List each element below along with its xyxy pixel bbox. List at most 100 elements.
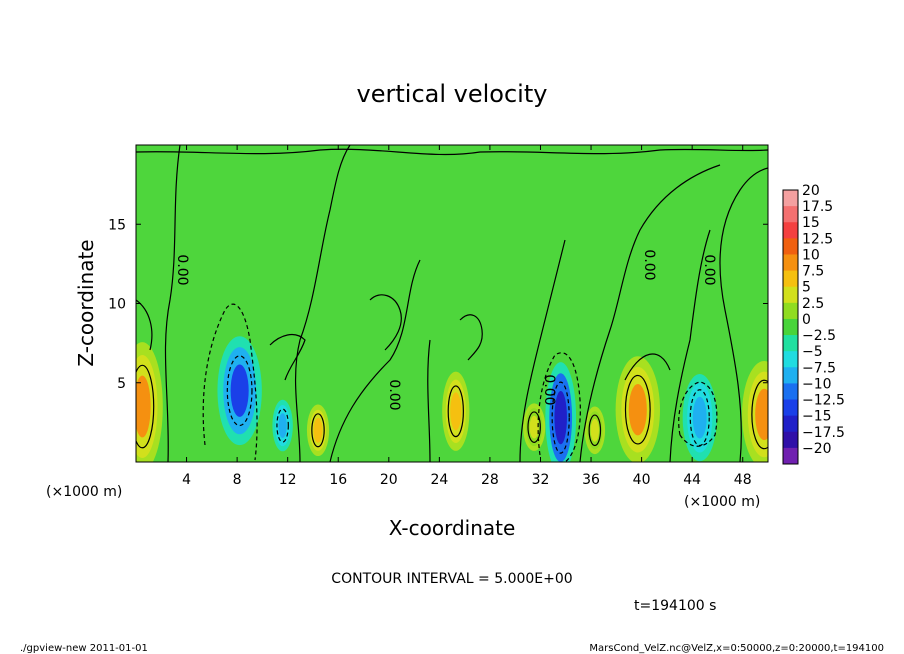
contour-line [136,148,768,156]
field-features [136,336,768,462]
field-core [755,388,768,441]
colorbar-swatch [783,318,798,336]
x-axis-label: X-coordinate [389,516,516,540]
contour-ring [588,414,602,447]
contour-interval-text: CONTOUR INTERVAL = 5.000E+00 [331,571,572,587]
time-text: t=194100 s [634,598,716,614]
contour-label: 0.00 [641,249,657,280]
x-tick-label: 40 [633,472,651,488]
contour-line [369,294,402,351]
chart-title: vertical velocity [357,80,548,108]
footer-left: ./gpview-new 2011-01-01 [20,643,148,654]
contour-line [294,145,351,462]
contour-ring [226,355,253,427]
contour-label: 0.00 [701,254,717,285]
x-tick-label: 12 [279,472,297,488]
colorbar-swatch [783,286,798,304]
contour-line [202,303,258,461]
contour-line [269,333,306,381]
colorbar-swatch [783,351,798,368]
colorbar-swatch [783,335,798,352]
colorbar-label: 15 [802,215,820,231]
contour-line [669,229,711,462]
contour-label: 0.00 [386,379,402,410]
colorbar-swatch [783,206,798,223]
colorbar-label: −2.5 [802,328,836,344]
field-core [692,396,707,439]
colorbar-swatch [783,222,798,239]
field-core [230,364,249,417]
colorbar: 2017.51512.5107.552.50−2.5−5−7.5−10−12.5… [782,183,845,465]
y-tick-label: 10 [108,297,126,313]
footer-right: MarsCond_VelZ.nc@VelZ,x=0:50000,z=0:2000… [589,643,884,654]
colorbar-label: 2.5 [802,296,824,312]
colorbar-swatch [783,238,798,255]
colorbar-swatch [783,302,798,320]
y-tick-label: 5 [117,376,126,392]
colorbar-label: −15 [802,409,832,425]
contour-ring [751,379,768,450]
x-tick-label: 28 [481,472,499,488]
field-core [278,413,287,438]
colorbar-swatch [783,431,798,449]
contour-labels: 0.00 0.00 0.00 0.00 0.00 [174,249,717,410]
field-core [529,415,539,439]
x-axis: 4 8 12 16 20 24 28 32 36 40 44 48 [182,145,752,488]
contour-label: 0.00 [541,374,557,405]
colorbar-swatch [783,447,798,465]
contour-ring [311,413,325,448]
field-core [313,417,323,443]
colorbar-label: 7.5 [802,264,824,280]
colorbar-label: −5 [802,344,823,360]
colorbar-label: 0 [802,312,811,328]
contour-line [537,352,581,462]
contour-lines [136,145,768,462]
y-axis-label: Z-coordinate [74,239,98,366]
x-unit-label: (×1000 m) [46,484,122,500]
contour-line [719,167,768,462]
x-tick-label: 16 [329,472,347,488]
colorbar-label: −20 [802,441,832,457]
contour-ring [276,408,289,443]
contour-ring [624,374,651,445]
x-tick-label: 48 [734,472,752,488]
contour-ring [551,381,570,454]
contour-line [329,259,421,462]
field-core [554,390,567,445]
colorbar-frame [782,189,799,465]
x-tick-label: 8 [233,472,242,488]
x-tick-label: 4 [182,472,191,488]
contour-ring [527,411,541,443]
colorbar-label: 20 [802,183,820,199]
contour-line [164,145,181,462]
y-tick-label: 15 [108,217,126,233]
x-unit-label-right: (×1000 m) [684,494,760,510]
contour-line [459,314,483,361]
x-tick-label: 36 [582,472,600,488]
colorbar-swatch [783,190,798,207]
x-tick-label: 20 [380,472,398,488]
colorbar-swatch [783,415,798,433]
colorbar-label: 5 [802,280,811,296]
y-axis: 5 10 15 [108,217,768,392]
contour-line [136,299,153,351]
colorbar-swatch [783,399,798,417]
contour-label: 0.00 [174,254,190,285]
contour-line [624,353,671,381]
colorbar-swatch [783,270,798,288]
colorbar-label: 17.5 [802,199,833,215]
field-core [136,375,151,438]
contour-line [678,381,718,447]
x-tick-label: 32 [532,472,550,488]
colorbar-label: −10 [802,376,832,392]
field-core [590,418,600,442]
contour-line [519,239,566,462]
colorbar-swatch [783,254,798,272]
colorbar-label: 12.5 [802,231,833,247]
plot-area: 0.00 0.00 0.00 0.00 0.00 [135,144,769,463]
colorbar-label: −12.5 [802,393,845,409]
colorbar-label: 10 [802,247,820,263]
x-tick-label: 24 [430,472,448,488]
contour-ring [447,385,464,438]
